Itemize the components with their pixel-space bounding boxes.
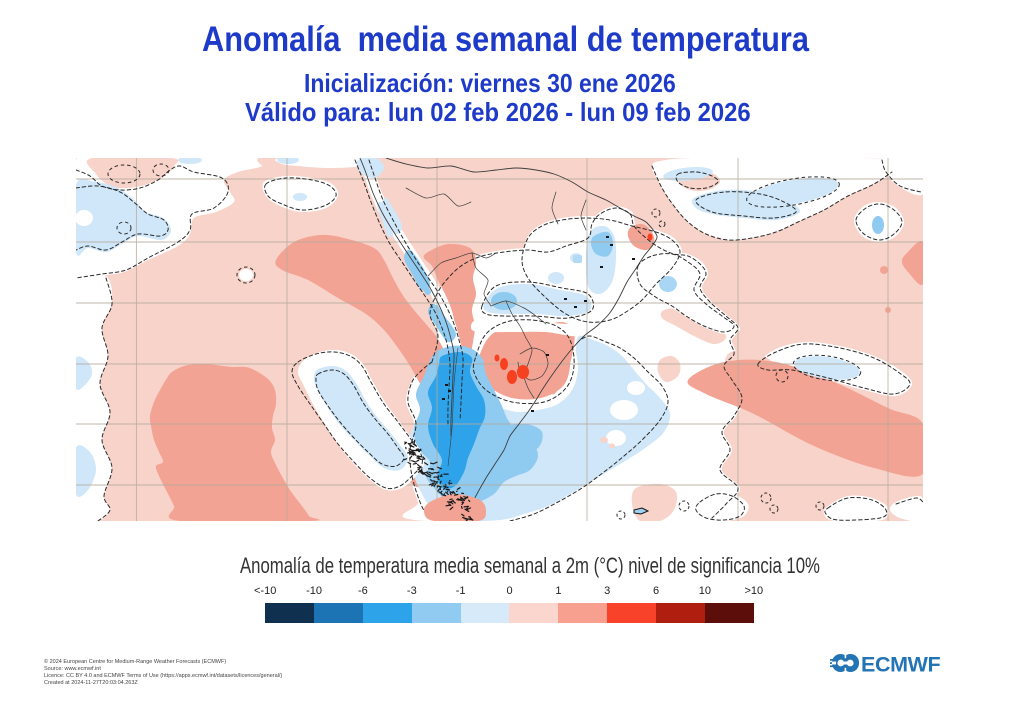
svg-text:ECMWF: ECMWF [861,653,940,675]
